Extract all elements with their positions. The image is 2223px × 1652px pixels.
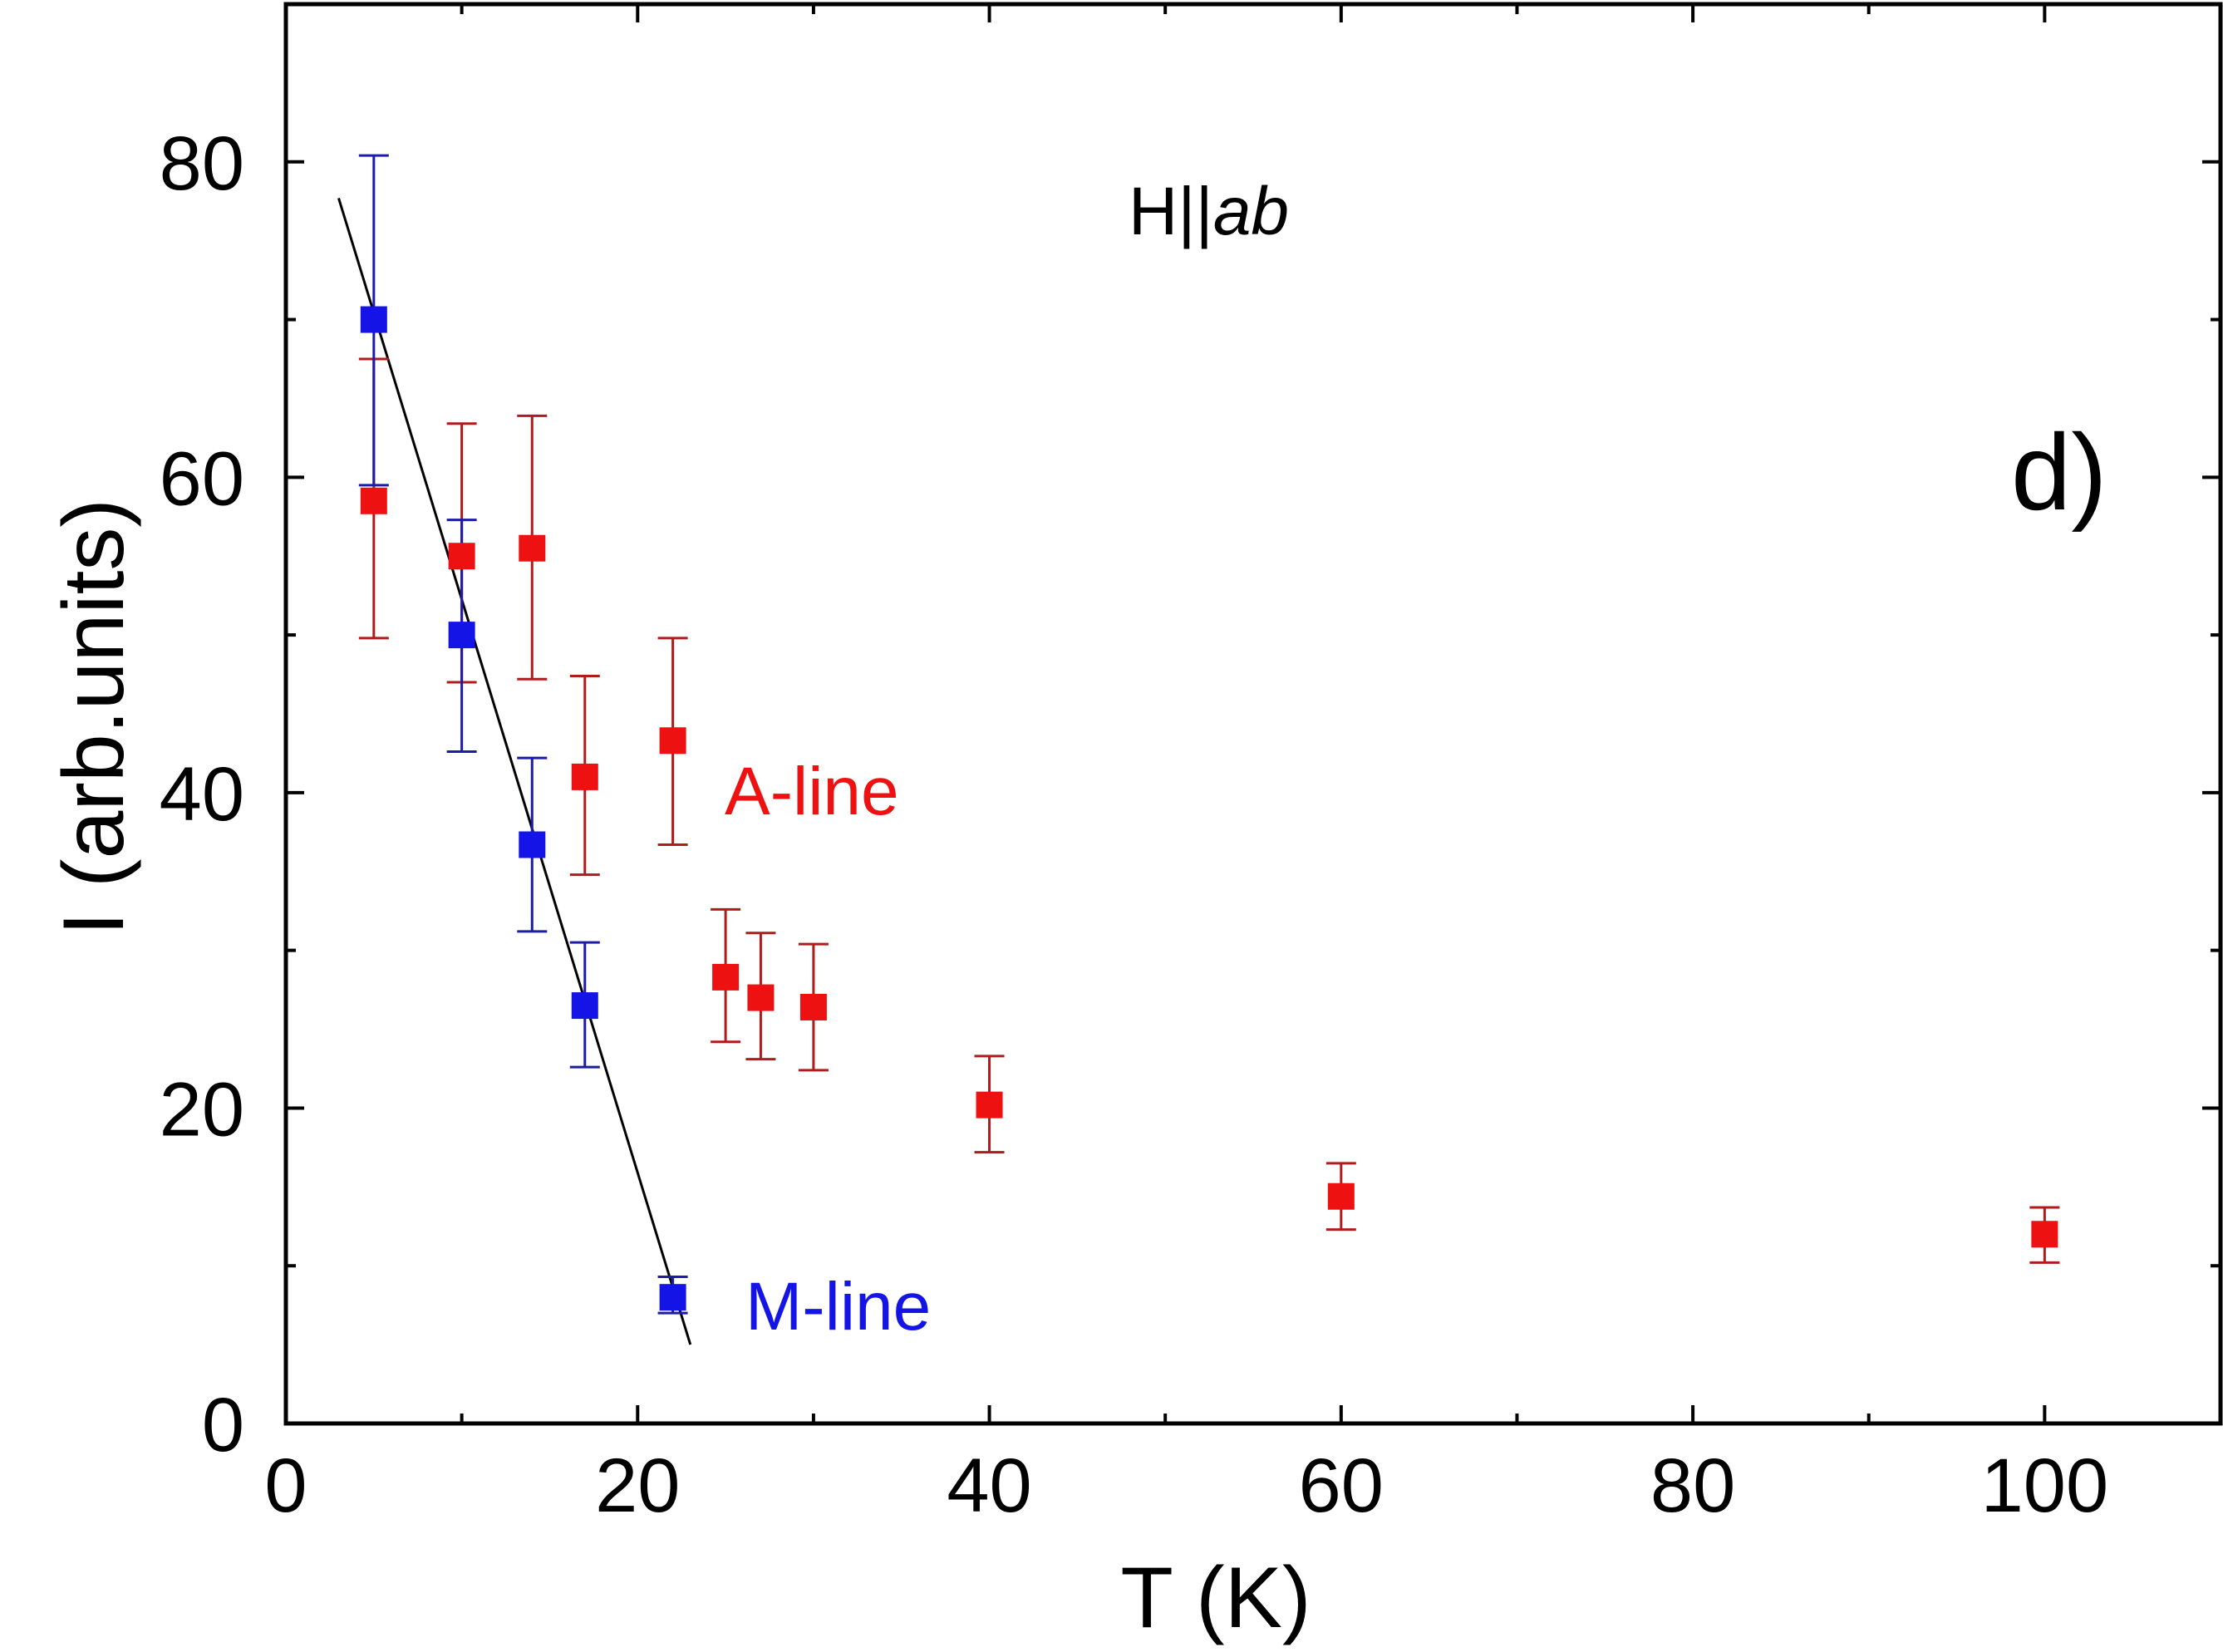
y-tick-label: 80: [160, 121, 244, 206]
field-orientation-suffix: ab: [1213, 174, 1289, 249]
a-line-point: [799, 993, 827, 1020]
x-axis-title: T (K): [1120, 1550, 1311, 1646]
a-line-point: [659, 727, 686, 755]
y-tick-label: 0: [202, 1383, 244, 1468]
x-tick-label: 0: [264, 1443, 307, 1528]
errorbars: [358, 154, 2060, 1315]
field-orientation-label: H||ab: [1129, 174, 1289, 249]
field-orientation-prefix: H||: [1129, 174, 1213, 249]
plot-frame: [283, 2, 2223, 1426]
y-tick-label: 20: [160, 1067, 244, 1152]
x-tick-label: 40: [947, 1443, 1031, 1528]
a-line-point: [712, 963, 740, 991]
m-line-point: [448, 622, 475, 649]
a-line-point: [519, 534, 546, 562]
fit-layer: [337, 197, 692, 1345]
a-line-point: [448, 543, 475, 570]
y-axis-title: I (arb.units): [46, 499, 142, 936]
a-line-point: [360, 487, 387, 514]
a-line-point: [747, 984, 775, 1011]
a-line-point: [2031, 1221, 2058, 1248]
m-line-point: [360, 306, 387, 333]
series-label-m-line: M-line: [745, 1269, 931, 1345]
x-tick-label: 60: [1299, 1443, 1384, 1528]
panel-label: d): [2011, 411, 2107, 533]
x-tick-label: 20: [595, 1443, 680, 1528]
tick-labels: 0 20 40 60 80 100 0 20 40 60 80: [160, 121, 2108, 1528]
y-tick-label: 60: [160, 436, 244, 521]
a-line-point: [1327, 1182, 1355, 1210]
a-line-point: [976, 1091, 1003, 1119]
a-line-point: [571, 763, 598, 790]
linear-fit-line: [337, 197, 692, 1345]
m-line-point: [519, 831, 546, 858]
x-tick-label: 100: [1981, 1443, 2109, 1528]
y-tick-label: 40: [160, 752, 244, 837]
markers: [360, 306, 2058, 1311]
x-tick-label: 80: [1650, 1443, 1735, 1528]
series-label-a-line: A-line: [725, 754, 899, 829]
m-line-point: [659, 1284, 686, 1311]
m-line-point: [571, 992, 598, 1020]
